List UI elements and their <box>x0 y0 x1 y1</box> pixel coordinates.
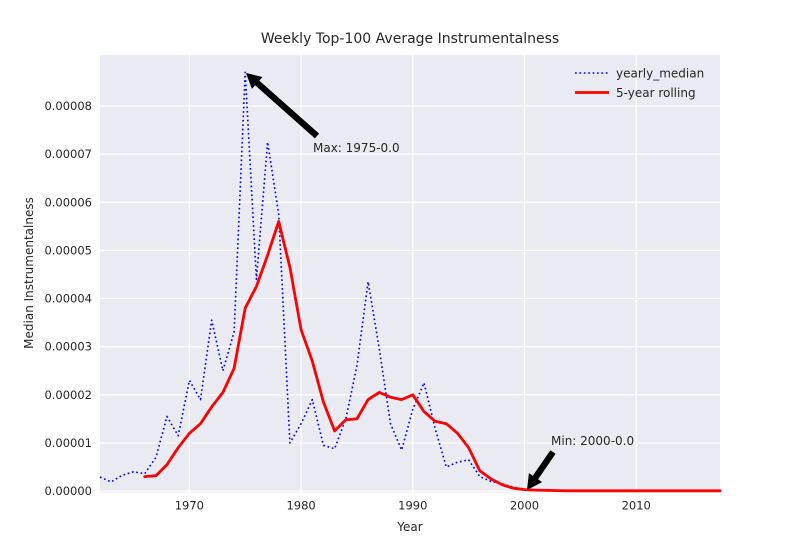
annotation-max-text: Max: 1975-0.0 <box>313 141 400 155</box>
x-axis-label: Year <box>396 520 422 534</box>
y-tick-label: 0.00002 <box>44 388 92 402</box>
series-line-5-year-rolling <box>143 220 722 493</box>
annotation-arrow <box>246 73 320 139</box>
legend-label-yearly-median: yearly_median <box>616 67 704 81</box>
x-tick-label: 2010 <box>622 499 651 513</box>
series-layer <box>99 71 722 493</box>
x-tick-label: 1990 <box>398 499 427 513</box>
y-axis-label: Median Instrumentalness <box>22 197 36 349</box>
y-tick-label: 0.00000 <box>44 484 92 498</box>
legend-label-5-year-rolling: 5-year rolling <box>616 86 696 100</box>
legend: yearly_median 5-year rolling <box>575 67 704 100</box>
y-tick-label: 0.00004 <box>44 292 92 306</box>
chart-title: Weekly Top-100 Average Instrumentalness <box>261 31 559 47</box>
y-tick-label: 0.00007 <box>44 147 92 161</box>
x-tick-label: 1970 <box>175 499 204 513</box>
y-tick-label: 0.00001 <box>44 436 92 450</box>
x-tick-label: 2000 <box>510 499 539 513</box>
gridline-layer <box>100 55 720 493</box>
annotation-min-text: Min: 2000-0.0 <box>551 434 634 448</box>
plot-area <box>100 55 720 493</box>
annotation-arrow <box>527 450 556 490</box>
annotation-arrow-layer <box>246 73 556 490</box>
tick-label-layer: 0.00000 0.00001 0.00002 0.00003 0.00004 0.000… <box>44 99 650 512</box>
y-tick-label: 0.00008 <box>44 99 92 113</box>
plot-background-layer <box>100 55 720 493</box>
y-tick-label: 0.00005 <box>44 243 92 257</box>
y-tick-label: 0.00003 <box>44 340 92 354</box>
y-tick-label: 0.00006 <box>44 195 92 209</box>
x-tick-label: 1980 <box>286 499 315 513</box>
